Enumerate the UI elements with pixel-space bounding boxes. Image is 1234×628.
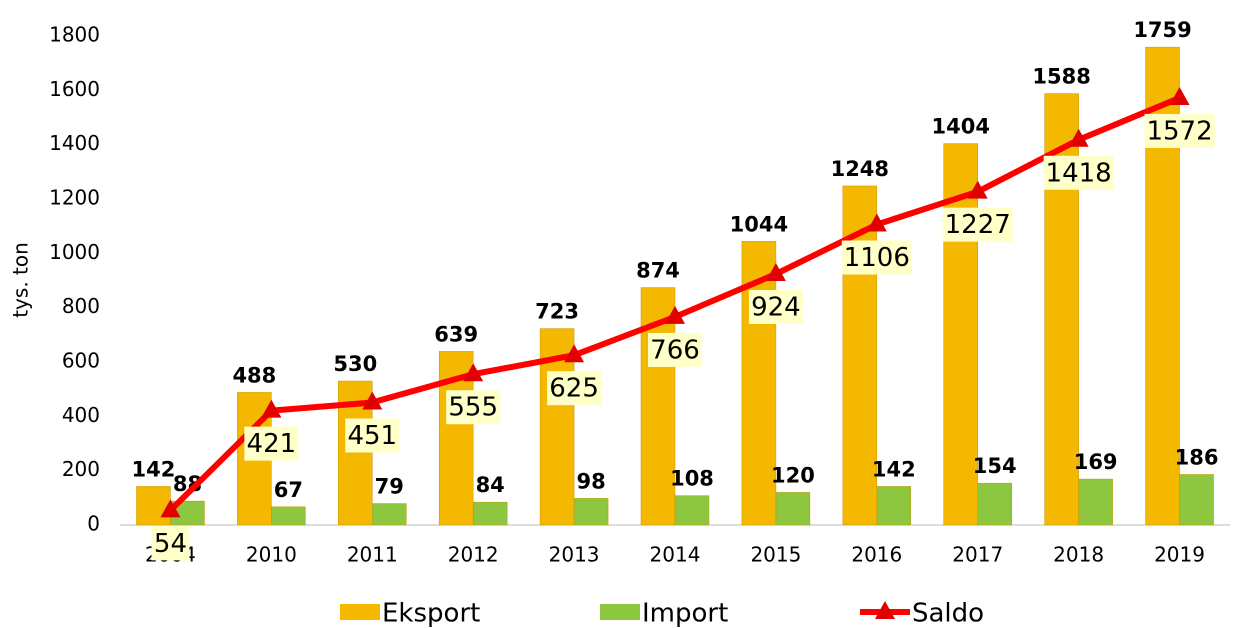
bar xyxy=(876,486,912,526)
marker xyxy=(1169,86,1190,105)
label-box xyxy=(942,207,1013,242)
data-label: 1418 xyxy=(1046,158,1112,188)
bar xyxy=(271,506,306,526)
marker xyxy=(665,305,685,324)
data-label: 421 xyxy=(247,429,297,459)
bar xyxy=(472,501,508,526)
marker xyxy=(1068,128,1089,147)
data-label: 1404 xyxy=(932,115,990,139)
data-label: 84 xyxy=(476,473,505,497)
data-label: 625 xyxy=(549,374,599,404)
data-label: 530 xyxy=(333,352,377,376)
data-label: 79 xyxy=(375,475,404,499)
data-label: 98 xyxy=(576,469,605,493)
legend-swatch xyxy=(340,604,380,620)
x-tick-label: 2017 xyxy=(952,543,1003,567)
data-label: 766 xyxy=(650,335,700,365)
y-tick-label: 1000 xyxy=(49,240,100,264)
data-label: 142 xyxy=(132,457,176,481)
legend-swatch xyxy=(600,604,640,620)
x-tick-label: 2013 xyxy=(549,543,600,567)
bar xyxy=(775,492,811,526)
marker xyxy=(967,180,988,199)
data-label: 1759 xyxy=(1133,18,1191,42)
y-axis-label: tys. ton xyxy=(9,242,33,318)
data-label: 874 xyxy=(636,259,680,283)
label-box xyxy=(547,371,602,406)
data-label: 108 xyxy=(670,467,714,491)
bar xyxy=(977,482,1012,526)
marker xyxy=(564,344,585,363)
bar xyxy=(1179,474,1214,526)
x-tick-label: 2014 xyxy=(650,543,701,567)
label-box xyxy=(446,390,501,425)
bar xyxy=(573,498,609,526)
x-tick-label: 2011 xyxy=(347,543,398,567)
y-tick-label: 1800 xyxy=(49,23,100,47)
bar xyxy=(372,503,407,526)
data-label: 154 xyxy=(973,454,1017,478)
x-tick-label: 2019 xyxy=(1154,543,1205,567)
label-box xyxy=(345,418,400,453)
label-box xyxy=(1144,113,1215,148)
data-label: 488 xyxy=(232,363,276,387)
data-label: 1248 xyxy=(831,157,889,181)
y-tick-label: 600 xyxy=(62,349,100,373)
bar xyxy=(136,486,171,526)
marker xyxy=(261,399,282,418)
marker xyxy=(463,363,484,382)
label-box xyxy=(748,289,803,324)
bar xyxy=(674,495,710,526)
legend-label: Eksport xyxy=(382,599,480,628)
data-label: 639 xyxy=(434,322,478,346)
data-label: 1572 xyxy=(1146,116,1212,146)
bar xyxy=(943,143,978,526)
data-label: 1227 xyxy=(945,210,1011,240)
marker xyxy=(362,391,383,410)
legend-label: Import xyxy=(642,599,728,628)
x-tick-label: 2010 xyxy=(246,543,297,567)
bar xyxy=(1078,478,1113,526)
label-box xyxy=(1043,155,1114,190)
legend-marker xyxy=(875,601,895,619)
data-label: 1588 xyxy=(1032,65,1090,89)
data-label: 924 xyxy=(751,292,801,322)
data-label: 67 xyxy=(274,478,303,502)
data-label: 723 xyxy=(535,300,579,324)
marker xyxy=(160,499,181,518)
x-tick-label: 2018 xyxy=(1053,543,1104,567)
data-label: 120 xyxy=(771,463,815,487)
data-label: 169 xyxy=(1074,450,1118,474)
y-tick-label: 200 xyxy=(62,457,100,481)
legend-label: Saldo xyxy=(912,599,984,628)
data-label: 1106 xyxy=(844,243,910,273)
y-tick-label: 400 xyxy=(62,403,100,427)
y-tick-label: 1600 xyxy=(49,77,100,101)
x-tick-label: 2016 xyxy=(851,543,902,567)
label-box xyxy=(648,332,702,367)
data-label: 186 xyxy=(1175,445,1219,469)
data-label: 555 xyxy=(448,393,498,423)
y-tick-label: 1400 xyxy=(49,131,100,155)
marker xyxy=(765,262,786,281)
y-tick-label: 800 xyxy=(62,294,100,318)
y-tick-label: 1200 xyxy=(49,186,100,210)
marker xyxy=(866,213,887,232)
label-box xyxy=(244,426,299,461)
data-label: 54 xyxy=(154,529,187,559)
label-box xyxy=(151,526,190,561)
data-label: 1044 xyxy=(730,212,788,236)
data-label: 451 xyxy=(347,421,397,451)
x-tick-label: 2012 xyxy=(448,543,499,567)
y-tick-label: 0 xyxy=(87,512,100,536)
x-tick-label: 2015 xyxy=(750,543,801,567)
data-label: 142 xyxy=(872,457,916,481)
label-box xyxy=(841,240,912,275)
